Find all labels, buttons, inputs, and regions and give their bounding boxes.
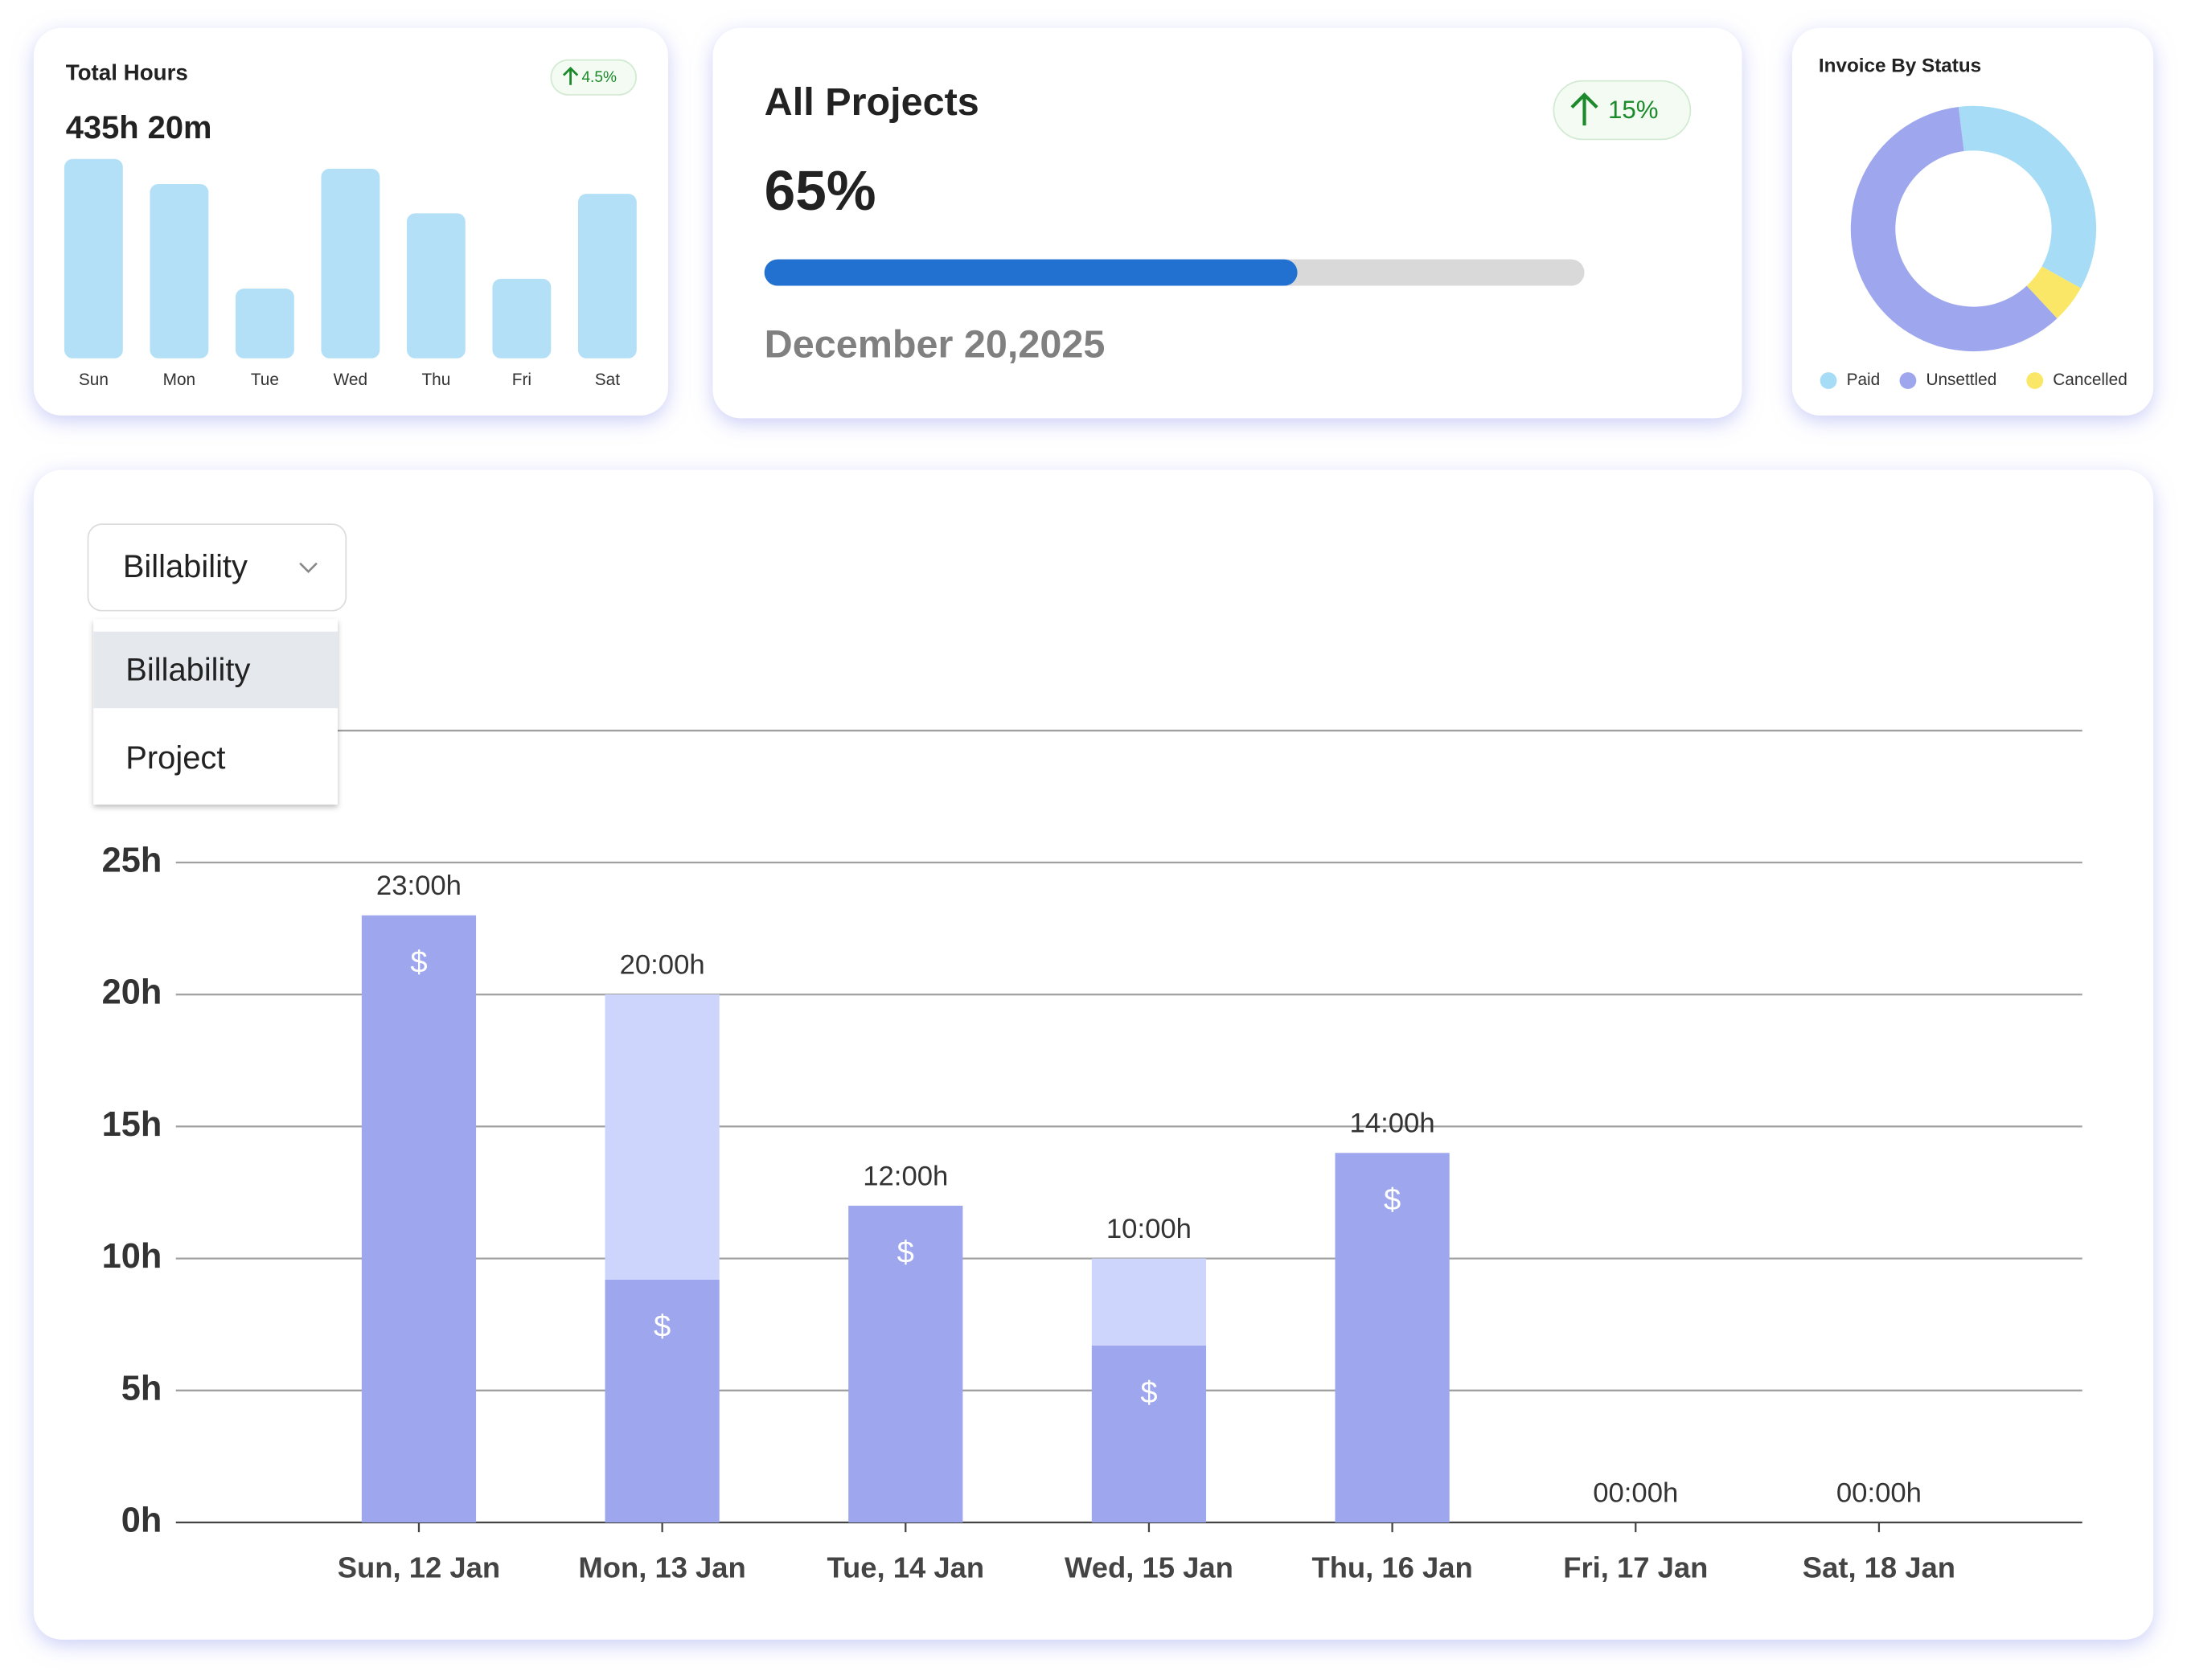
legend-dot bbox=[2026, 372, 2044, 389]
billability-chart: 0h5h10h15h20h25h30hSun, 12 Jan$23:00hMon… bbox=[102, 709, 2082, 1584]
bar bbox=[64, 158, 123, 359]
card-value: 435h 20m bbox=[66, 110, 212, 145]
bar bbox=[406, 213, 466, 359]
x-tick-label: Thu bbox=[421, 371, 450, 389]
total-label: 12:00h bbox=[863, 1161, 948, 1191]
bar bbox=[235, 289, 294, 359]
date: December 20,2025 bbox=[765, 323, 1106, 367]
dropdown-value[interactable]: Billability bbox=[123, 549, 248, 584]
y-tick-label: 20h bbox=[102, 973, 162, 1012]
x-tick-label: Tue, 14 Jan bbox=[827, 1551, 984, 1584]
legend-label: Paid bbox=[1847, 371, 1881, 389]
donut-slice bbox=[1958, 105, 2097, 289]
total-label: 10:00h bbox=[1106, 1214, 1192, 1244]
legend-dot bbox=[1899, 372, 1917, 389]
menu-highlight bbox=[93, 631, 338, 709]
bar bbox=[577, 194, 637, 359]
y-tick-label: 15h bbox=[102, 1105, 162, 1144]
mini-chart: Sun Mon Tue Wed Thu Fri Sat bbox=[64, 158, 637, 389]
y-tick-label: 0h bbox=[121, 1501, 162, 1539]
x-tick-label: Sun, 12 Jan bbox=[338, 1551, 500, 1584]
up-arrow bbox=[1570, 92, 1598, 126]
donut-slice bbox=[2026, 266, 2081, 319]
card bbox=[33, 469, 2154, 1640]
y-tick-label: 25h bbox=[102, 841, 162, 879]
x-tick-label: Fri bbox=[512, 371, 531, 389]
bar-segment bbox=[605, 994, 720, 1280]
bar-symbol: $ bbox=[1140, 1375, 1157, 1410]
x-tick-label: Mon, 13 Jan bbox=[578, 1551, 745, 1584]
legend-label: Cancelled bbox=[2053, 371, 2127, 389]
y-tick-label: 10h bbox=[102, 1237, 162, 1276]
total-label: 23:00h bbox=[376, 871, 462, 901]
chevron bbox=[299, 562, 318, 573]
card-title: All Projects bbox=[765, 80, 979, 124]
card-title: Total Hours bbox=[66, 59, 188, 84]
bar-segment bbox=[1335, 1153, 1450, 1523]
card-value: 65% bbox=[765, 159, 876, 222]
total-label: 14:00h bbox=[1350, 1108, 1435, 1139]
x-tick-label: Sat bbox=[595, 371, 620, 389]
card-title: Invoice By Status bbox=[1819, 55, 1981, 77]
bar-symbol: $ bbox=[410, 945, 427, 980]
bar-symbol: $ bbox=[1384, 1182, 1401, 1217]
donut-slice bbox=[1850, 106, 2058, 352]
menu-option[interactable]: Billability bbox=[125, 653, 250, 688]
x-tick-label: Sun bbox=[79, 371, 109, 389]
progress bbox=[764, 259, 1298, 286]
progress-fill bbox=[764, 259, 1298, 286]
x-tick-label: Sat, 18 Jan bbox=[1803, 1551, 1955, 1584]
card bbox=[712, 27, 1742, 419]
x-tick-label: Wed bbox=[334, 371, 367, 389]
total-label: 00:00h bbox=[1836, 1477, 1922, 1508]
legend-label: Unsettled bbox=[1926, 371, 1996, 389]
donut-chart: Paid Unsettled Cancelled bbox=[1820, 105, 2128, 389]
bar-symbol: $ bbox=[654, 1309, 671, 1344]
x-tick-label: Wed, 15 Jan bbox=[1065, 1551, 1233, 1584]
y-tick-label: 5h bbox=[121, 1369, 162, 1408]
bar bbox=[321, 168, 380, 359]
badge bbox=[1553, 80, 1692, 141]
card bbox=[1791, 27, 2154, 416]
bar-segment bbox=[605, 1279, 720, 1523]
legend-dot bbox=[1820, 372, 1837, 389]
badge-text: 15% bbox=[1608, 96, 1658, 124]
x-tick-label: Thu, 16 Jan bbox=[1311, 1551, 1472, 1584]
total-label: 20:00h bbox=[620, 950, 705, 981]
bar-segment bbox=[848, 1205, 963, 1523]
up-arrow bbox=[562, 67, 579, 85]
menu-option[interactable]: Project bbox=[125, 740, 225, 776]
x-tick-label: Mon bbox=[163, 371, 195, 389]
bar-segment bbox=[1091, 1345, 1207, 1523]
bar-symbol: $ bbox=[897, 1235, 914, 1270]
total-label: 00:00h bbox=[1593, 1477, 1678, 1508]
bar bbox=[150, 183, 209, 359]
dropdown[interactable] bbox=[87, 523, 347, 612]
x-tick-label: Tue bbox=[251, 371, 279, 389]
x-tick-label: Fri, 17 Jan bbox=[1563, 1551, 1708, 1584]
bar bbox=[492, 278, 552, 359]
badge-text: 4.5% bbox=[581, 69, 616, 86]
bar-segment bbox=[1091, 1258, 1207, 1346]
bar-segment bbox=[361, 915, 477, 1523]
